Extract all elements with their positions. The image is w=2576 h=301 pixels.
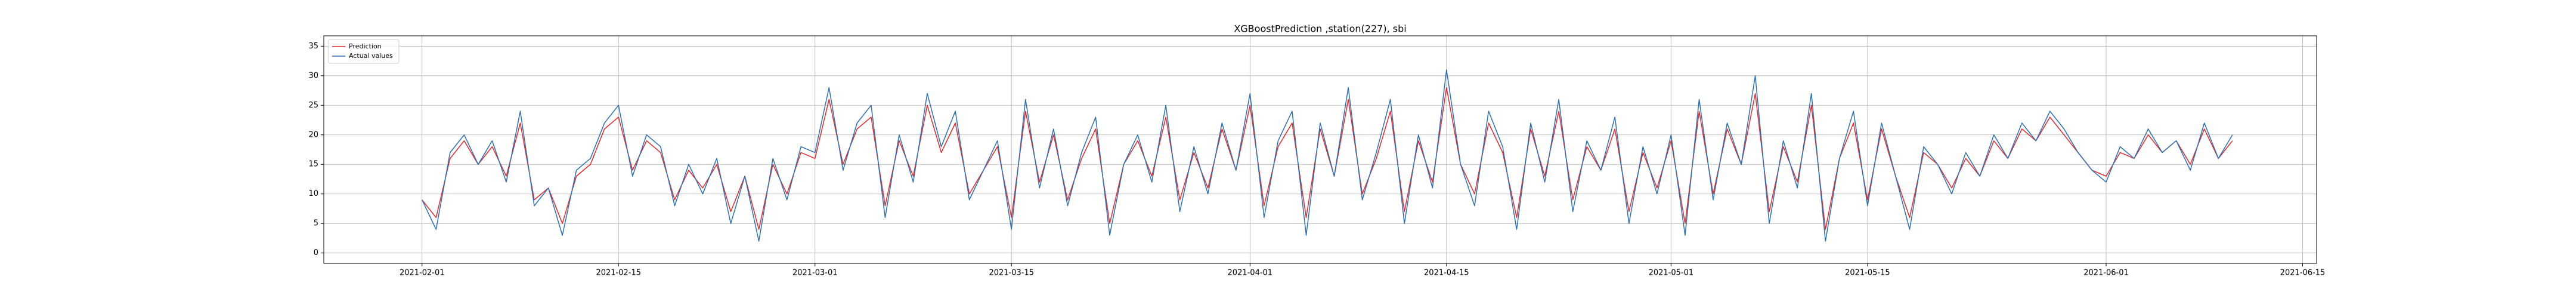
x-tick-label: 2021-03-15 <box>989 269 1034 278</box>
y-tick-label: 35 <box>308 42 318 51</box>
x-tick-label: 2021-05-15 <box>1845 269 1890 278</box>
y-tick-label: 10 <box>308 189 318 198</box>
x-tick-label: 2021-04-01 <box>1228 269 1273 278</box>
x-tick-label: 2021-02-01 <box>400 269 445 278</box>
x-tick-label: 2021-02-15 <box>596 269 641 278</box>
plot-frame <box>323 35 2317 264</box>
y-tick-label: 25 <box>308 101 318 110</box>
legend-label: Actual values <box>349 52 393 60</box>
series-line <box>422 69 2233 242</box>
legend-box <box>328 39 400 64</box>
x-tick-label: 2021-05-01 <box>1649 269 1694 278</box>
x-tick-label: 2021-06-01 <box>2083 269 2129 278</box>
series-line <box>422 87 2233 230</box>
y-tick-label: 20 <box>308 130 318 139</box>
y-tick-label: 30 <box>308 71 318 80</box>
chart-title: XGBoostPrediction ,station(227), sbi <box>1234 23 1406 35</box>
y-tick-label: 15 <box>308 160 318 169</box>
x-tick-label: 2021-03-01 <box>792 269 838 278</box>
y-tick-label: 0 <box>314 248 318 257</box>
x-tick-label: 2021-04-15 <box>1424 269 1469 278</box>
legend-label: Prediction <box>349 42 382 50</box>
y-tick-label: 5 <box>314 219 318 228</box>
x-tick-label: 2021-06-15 <box>2280 269 2326 278</box>
